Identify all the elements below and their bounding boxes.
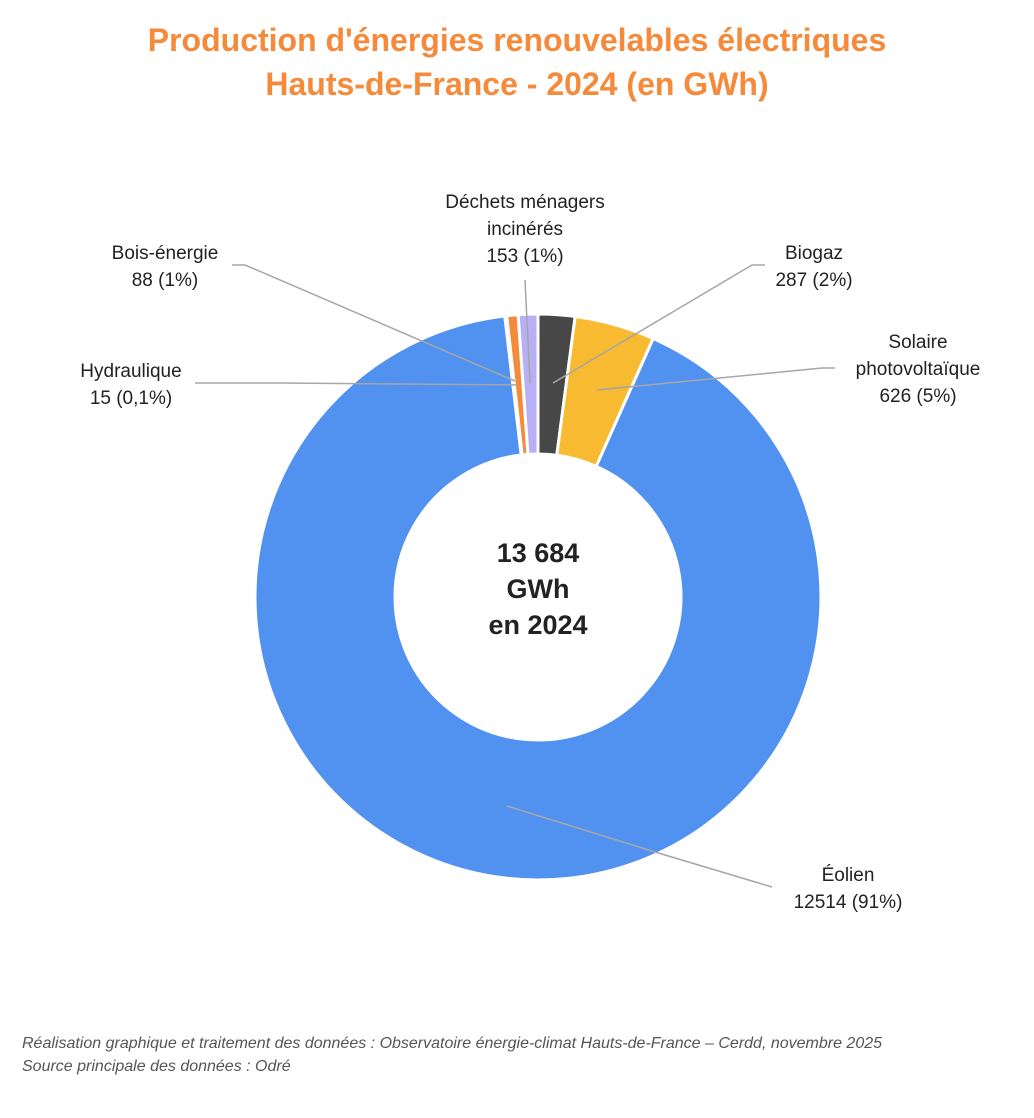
- label-solaire-value: 626 (5%): [879, 386, 957, 407]
- label-solaire-name: Solaire: [888, 332, 948, 353]
- label-hydraulique-value: 15 (0,1%): [89, 388, 173, 409]
- center-total-unit: GWh: [506, 574, 570, 604]
- leader-line-bois: [232, 264, 516, 382]
- slice-éolien: [253, 314, 823, 882]
- center-total-year: en 2024: [488, 610, 588, 640]
- footer-credits: Réalisation graphique et traitement des …: [22, 1032, 882, 1078]
- label-bois: Bois-énergie 88 (1%): [112, 240, 219, 294]
- leader-line-dechets: [524, 279, 531, 384]
- chart-title: Production d'énergies renouvelables élec…: [0, 18, 1034, 106]
- leader-line-hydraulique: [195, 382, 518, 386]
- leader-line-biogaz: [552, 264, 765, 384]
- label-bois-name: Bois-énergie: [111, 243, 219, 264]
- leader-lines: [195, 264, 835, 888]
- footer-line-2: Source principale des données : Odré: [22, 1058, 291, 1075]
- label-eolien-value: 12514 (91%): [793, 892, 903, 913]
- label-hydraulique-name: Hydraulique: [80, 361, 182, 382]
- title-line-2: Hauts-de-France - 2024 (en GWh): [265, 66, 769, 102]
- label-solaire-name-2: photovoltaïque: [855, 359, 981, 380]
- leader-line-eolien: [506, 805, 773, 888]
- label-biogaz-name: Biogaz: [784, 243, 844, 264]
- label-dechets-name: Déchets ménagers: [445, 192, 605, 213]
- label-dechets-name-2: incinérés: [486, 219, 564, 240]
- label-biogaz: Biogaz 287 (2%): [775, 240, 852, 294]
- leader-line-solaire: [596, 367, 835, 391]
- label-solaire: Solaire photovoltaïque 626 (5%): [856, 329, 981, 410]
- footer-line-1: Réalisation graphique et traitement des …: [22, 1035, 883, 1052]
- center-total-value: 13 684: [496, 538, 580, 568]
- center-total-label: 13 684 GWh en 2024: [488, 535, 587, 643]
- label-dechets-value: 153 (1%): [486, 246, 564, 267]
- label-bois-value: 88 (1%): [131, 270, 199, 291]
- slice-déchets-ménagers-incinérés: [516, 312, 540, 456]
- label-dechets: Déchets ménagers incinérés 153 (1%): [445, 189, 604, 270]
- label-eolien: Éolien 12514 (91%): [794, 862, 903, 916]
- label-eolien-name: Éolien: [821, 865, 875, 886]
- label-hydraulique: Hydraulique 15 (0,1%): [80, 358, 181, 412]
- title-line-1: Production d'énergies renouvelables élec…: [147, 22, 887, 58]
- label-biogaz-value: 287 (2%): [775, 270, 853, 291]
